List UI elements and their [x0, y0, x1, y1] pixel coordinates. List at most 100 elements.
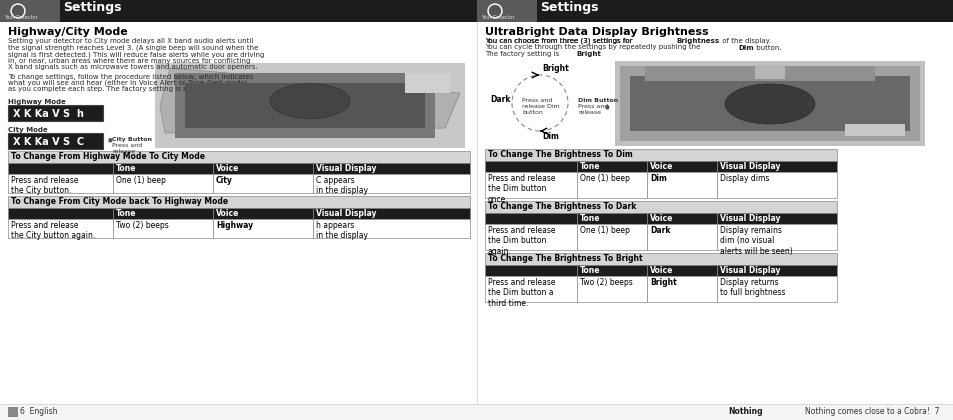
Text: release Dim: release Dim	[521, 104, 559, 109]
Bar	[615, 61, 924, 146]
Bar	[644, 66, 874, 81]
Bar	[484, 201, 836, 213]
Text: One (1) beep: One (1) beep	[579, 226, 629, 235]
Text: Press and release
the Dim button a
third time.: Press and release the Dim button a third…	[488, 278, 555, 308]
Bar	[619, 66, 919, 141]
Bar	[484, 253, 836, 265]
Bar	[8, 407, 18, 417]
Text: Tone: Tone	[116, 164, 136, 173]
Text: To Change From City Mode back To Highway Mode: To Change From City Mode back To Highway…	[11, 197, 228, 206]
Text: Dim: Dim	[649, 174, 666, 183]
Text: Setting your detector to City mode delays all X band audio alerts until: Setting your detector to City mode delay…	[8, 38, 253, 44]
Text: h appears
in the display: h appears in the display	[315, 221, 368, 240]
Text: You can choose from three (3) settings for: You can choose from three (3) settings f…	[484, 38, 634, 45]
Bar	[313, 219, 470, 238]
Bar	[717, 224, 836, 250]
Polygon shape	[160, 68, 459, 133]
Text: Visual Display: Visual Display	[315, 209, 376, 218]
Text: button: button	[521, 110, 542, 115]
Text: Press and release
the Dim button
once.: Press and release the Dim button once.	[488, 174, 555, 204]
Bar	[484, 161, 577, 172]
Text: Tone: Tone	[579, 162, 599, 171]
Bar	[629, 76, 909, 131]
Bar	[484, 224, 577, 250]
Bar	[112, 163, 213, 174]
Text: You can choose from three (3) settings for: You can choose from three (3) settings f…	[484, 38, 634, 45]
Text: Press and: Press and	[112, 143, 142, 148]
Text: Highway Mode: Highway Mode	[8, 99, 66, 105]
Text: .: .	[597, 51, 598, 57]
Bar	[174, 73, 435, 138]
Bar	[185, 83, 424, 128]
Bar	[213, 174, 313, 193]
Bar	[112, 219, 213, 238]
Text: the signal strength reaches Level 3. (A single beep will sound when the: the signal strength reaches Level 3. (A …	[8, 45, 258, 51]
Circle shape	[488, 4, 501, 18]
Bar	[0, 404, 953, 420]
Bar	[646, 224, 717, 250]
Bar	[313, 174, 470, 193]
Text: Voice: Voice	[649, 162, 673, 171]
Bar	[754, 65, 784, 79]
Text: C appears
in the display: C appears in the display	[315, 176, 368, 195]
Text: Settings: Settings	[539, 0, 598, 13]
Bar	[484, 149, 836, 161]
Bar	[844, 124, 904, 136]
Text: You can cycle through the settings by repeatedly pushing the: You can cycle through the settings by re…	[484, 45, 702, 50]
Text: Visual Display: Visual Display	[315, 164, 376, 173]
Text: Press and: Press and	[521, 98, 552, 103]
Text: Dim: Dim	[541, 132, 558, 141]
Text: Dark: Dark	[649, 226, 670, 235]
Text: To Change From Highway Mode To City Mode: To Change From Highway Mode To City Mode	[11, 152, 205, 161]
Bar	[577, 224, 646, 250]
Bar	[646, 172, 717, 198]
Text: Press and release
the City button again.: Press and release the City button again.	[11, 221, 95, 240]
Text: Settings: Settings	[63, 0, 121, 13]
Text: Highway: Highway	[215, 221, 253, 230]
Bar	[313, 208, 470, 219]
Text: Voice: Voice	[215, 164, 239, 173]
Bar	[577, 161, 646, 172]
Text: Nothing comes close to a Cobra!  7: Nothing comes close to a Cobra! 7	[804, 407, 939, 416]
Bar	[8, 133, 103, 149]
Text: ●: ●	[604, 104, 609, 109]
Bar	[213, 163, 313, 174]
Text: of the display.: of the display.	[720, 38, 770, 44]
Bar	[154, 63, 464, 148]
Text: To Change The Brightness To Dim: To Change The Brightness To Dim	[488, 150, 632, 159]
Bar	[8, 163, 112, 174]
Text: in, or near, urban areas where there are many sources for conflicting: in, or near, urban areas where there are…	[8, 58, 250, 63]
Text: Your Detector: Your Detector	[4, 15, 37, 20]
Text: Dim Button: Dim Button	[578, 98, 618, 103]
Bar	[313, 163, 470, 174]
Bar	[646, 276, 717, 302]
Text: UltraBright Data Display Brightness: UltraBright Data Display Brightness	[484, 27, 708, 37]
Bar	[8, 105, 103, 121]
Text: what you will see and hear (either in Voice Alert or Tone Alert mode): what you will see and hear (either in Vo…	[8, 80, 247, 87]
Text: You can choose from three (3) settings for: You can choose from three (3) settings f…	[484, 38, 634, 45]
Bar	[717, 213, 836, 224]
Circle shape	[11, 4, 25, 18]
Text: One (1) beep: One (1) beep	[579, 174, 629, 183]
Text: Voice: Voice	[649, 266, 673, 275]
Text: City Button: City Button	[112, 137, 152, 142]
Text: One (1) beep: One (1) beep	[116, 176, 166, 185]
Text: Press and release
the Dim button
again.: Press and release the Dim button again.	[488, 226, 555, 256]
Text: X band signals such as microwave towers and automatic door openers.: X band signals such as microwave towers …	[8, 64, 257, 70]
Circle shape	[12, 5, 24, 16]
Bar	[112, 208, 213, 219]
Circle shape	[489, 5, 500, 16]
Text: Tone: Tone	[579, 214, 599, 223]
Text: ●: ●	[108, 137, 112, 142]
Bar	[476, 0, 953, 22]
Bar	[484, 213, 577, 224]
Text: City Mode: City Mode	[8, 127, 48, 133]
Text: City: City	[215, 176, 233, 185]
Text: X K Ka V S  C: X K Ka V S C	[13, 137, 84, 147]
Bar	[8, 208, 112, 219]
Text: Dark: Dark	[490, 95, 510, 105]
Text: To Change The Brightness To Bright: To Change The Brightness To Bright	[488, 254, 642, 263]
Text: Display returns
to full brightness: Display returns to full brightness	[720, 278, 784, 297]
Bar	[8, 174, 112, 193]
Text: 6  English: 6 English	[20, 407, 57, 416]
